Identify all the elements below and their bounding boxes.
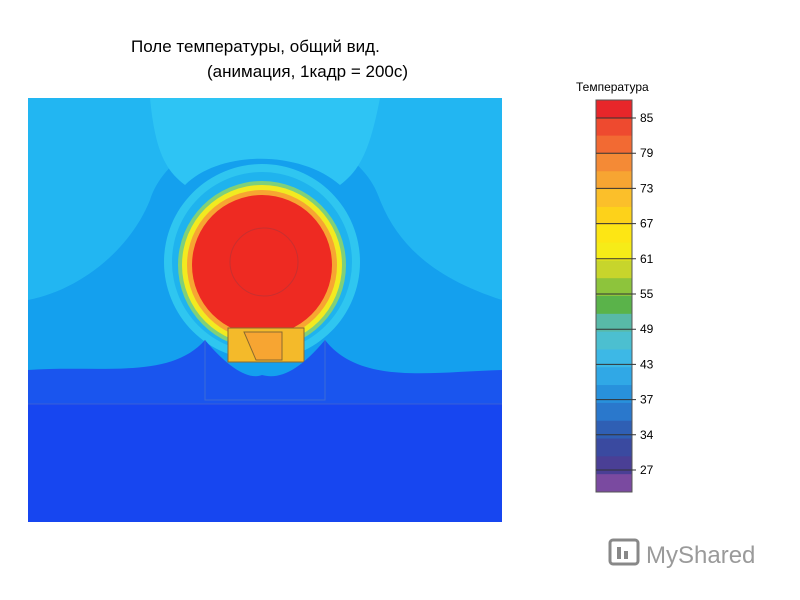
colorbar-band: [596, 296, 632, 315]
colorbar-band: [596, 260, 632, 279]
colorbar-tick-label: 37: [640, 393, 654, 407]
watermark-text: MyShared: [646, 542, 755, 569]
colorbar-band: [596, 100, 632, 119]
colorbar-band: [596, 242, 632, 261]
colorbar-tick-label: 49: [640, 322, 654, 336]
title-line: Поле температуры, общий вид.: [131, 37, 380, 56]
colorbar-tick-label: 61: [640, 252, 654, 266]
colorbar-tick-label: 79: [640, 146, 654, 160]
colorbar-band: [596, 331, 632, 350]
colorbar-band: [596, 278, 632, 297]
colorbar-tick-label: 67: [640, 217, 654, 231]
colorbar-band: [596, 189, 632, 208]
colorbar-band: [596, 367, 632, 386]
colorbar-band: [596, 206, 632, 226]
colorbar-band: [596, 456, 632, 475]
colorbar-band: [596, 135, 632, 154]
colorbar-band: [596, 474, 632, 493]
watermark: MyShared: [608, 538, 755, 569]
colorbar-band: [596, 438, 632, 457]
colorbar-band: [596, 349, 632, 368]
colorbar-tick-label: 55: [640, 287, 654, 301]
colorbar: 85 79 73 67 61 55 49 43 37 34 27: [595, 99, 654, 493]
colorbar-band: [596, 224, 632, 244]
colorbar-tick-label: 73: [640, 181, 654, 195]
colorbar-frame: [595, 99, 633, 493]
colorbar-band: [596, 385, 632, 404]
colorbar-band: [596, 153, 632, 172]
colorbar-tick-label: 34: [640, 428, 654, 442]
temperature-field: [28, 98, 502, 522]
colorbar-label: Температура: [576, 80, 649, 94]
colorbar-band: [596, 171, 632, 190]
colorbar-band: [596, 313, 632, 333]
colorbar-tick-label: 85: [640, 111, 654, 125]
colorbar-band: [596, 402, 632, 422]
colorbar-band: [596, 420, 632, 440]
title-line: (анимация, 1кадр = 200с): [207, 62, 408, 81]
colorbar-band: [596, 117, 632, 137]
colorbar-tick-label: 43: [640, 357, 654, 371]
colorbar-tick-label: 27: [640, 463, 654, 477]
